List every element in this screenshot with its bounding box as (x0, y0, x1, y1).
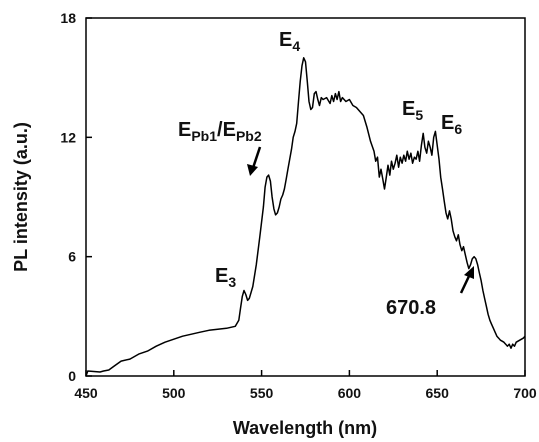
y-tick-label: 12 (60, 129, 76, 145)
plot-frame (85, 17, 526, 377)
y-tick-label: 0 (68, 368, 76, 384)
peak-label-e6-main: E (441, 112, 454, 134)
pl-intensity-line (85, 57, 526, 377)
x-tick-label: 650 (426, 385, 450, 401)
peak-label-e5-sub: 5 (415, 107, 423, 123)
peak-label-epb: EPb1/EPb2 (178, 119, 262, 144)
peak-label-e5: E5 (402, 98, 423, 123)
peak-label-epb-slash: /E (217, 119, 236, 141)
peak-label-epb-sub1: Pb1 (191, 128, 217, 144)
peak-label-e3-sub: 3 (228, 274, 236, 290)
peak-label-e3: E3 (215, 265, 236, 290)
peak-epb-arrow (247, 146, 262, 176)
peak-label-e4-main: E (279, 29, 292, 51)
x-tick-label: 700 (513, 385, 537, 401)
peak-label-e5-main: E (402, 98, 415, 120)
x-axis-title: Wavelength (nm) (233, 418, 377, 438)
peak-label-e6: E6 (441, 112, 462, 137)
peak-label-epb-sub2: Pb2 (236, 128, 262, 144)
peak-label-670-8: 670.8 (386, 297, 436, 319)
peak-label-e4-sub: 4 (292, 38, 300, 54)
y-axis-ticks: 0 6 12 18 (60, 10, 92, 384)
x-tick-label: 550 (250, 385, 274, 401)
y-axis-title: PL intensity (a.u.) (11, 122, 31, 272)
peak-label-epb-main: E (178, 119, 191, 141)
x-tick-label: 500 (162, 385, 186, 401)
peak-label-e3-main: E (215, 265, 228, 287)
peak-label-e6-sub: 6 (454, 121, 462, 137)
y-tick-label: 6 (68, 249, 76, 265)
peak-label-e4: E4 (279, 29, 300, 54)
x-axis-ticks: 450 500 550 600 650 700 (74, 370, 537, 401)
peak-670-8-arrow (459, 266, 474, 294)
x-tick-label: 450 (74, 385, 98, 401)
x-tick-label: 600 (338, 385, 362, 401)
y-tick-label: 18 (60, 10, 76, 26)
